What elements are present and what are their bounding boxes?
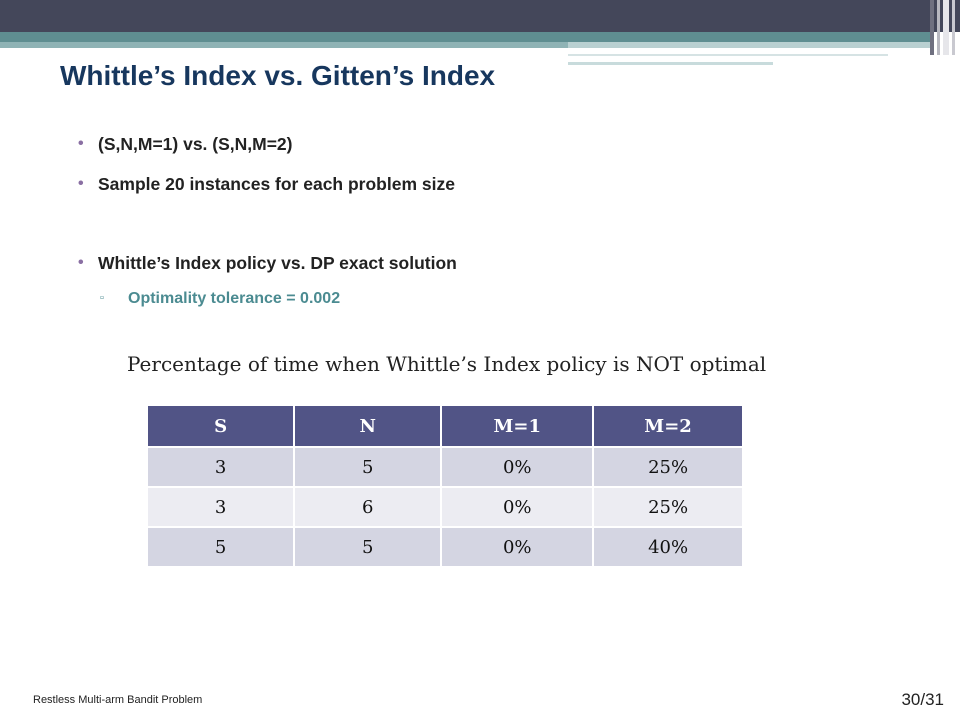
table-cell: 0%: [441, 526, 595, 566]
footer-text: Restless Multi-arm Bandit Problem: [33, 694, 203, 706]
header-line: [568, 54, 888, 56]
table-cell: 25%: [593, 486, 742, 527]
bullet-item: Whittle’s Index policy vs. DP exact solu…: [78, 253, 457, 274]
table-cell: 25%: [593, 446, 742, 487]
corner-stripe: [937, 0, 940, 55]
table-cell: 6: [294, 486, 443, 527]
bullet-text: Sample 20 instances for each problem siz…: [98, 174, 455, 194]
header-cell: M=2: [593, 406, 742, 447]
bullet-item: Sample 20 instances for each problem siz…: [78, 174, 455, 195]
sub-bullet-text: Optimality tolerance = 0.002: [128, 290, 341, 307]
header-cell: N: [294, 406, 443, 447]
corner-stripe: [943, 0, 949, 55]
table-header-row: S N M=1 M=2: [148, 406, 742, 447]
corner-stripe: [952, 0, 955, 55]
table-cell: 5: [148, 526, 296, 566]
results-table: S N M=1 M=2 3 5 0% 25% 3 6 0% 25% 5 5 0%…: [148, 406, 742, 566]
square-bullet-icon: ▫: [100, 292, 104, 304]
bullet-text: (S,N,M=1) vs. (S,N,M=2): [98, 134, 293, 154]
table-row: 3 6 0% 25%: [148, 486, 742, 527]
slide-title: Whittle’s Index vs. Gitten’s Index: [60, 60, 496, 91]
table-cell: 0%: [441, 486, 595, 527]
table-cell: 5: [294, 526, 443, 566]
table-cell: 3: [148, 486, 296, 527]
header-cell: S: [148, 406, 296, 447]
page-number: 30/31: [901, 690, 944, 709]
table-cell: 40%: [593, 526, 742, 566]
header-bar: [0, 0, 960, 32]
table-cell: 3: [148, 446, 296, 487]
table-cell: 0%: [441, 446, 595, 487]
header-cell: M=1: [441, 406, 595, 447]
sub-bullet: ▫ Optimality tolerance = 0.002: [100, 290, 340, 308]
bullet-item: (S,N,M=1) vs. (S,N,M=2): [78, 134, 293, 155]
table-row: 3 5 0% 25%: [148, 446, 742, 487]
table-caption: Percentage of time when Whittle’s Index …: [127, 352, 767, 376]
bullet-text: Whittle’s Index policy vs. DP exact solu…: [98, 253, 457, 273]
table-cell: 5: [294, 446, 443, 487]
header-band-pale: [568, 42, 930, 48]
header-line-short: [568, 62, 773, 65]
corner-stripe: [930, 0, 934, 55]
header-band-light: [0, 42, 568, 48]
table-row: 5 5 0% 40%: [148, 526, 742, 566]
header-band: [0, 32, 930, 42]
